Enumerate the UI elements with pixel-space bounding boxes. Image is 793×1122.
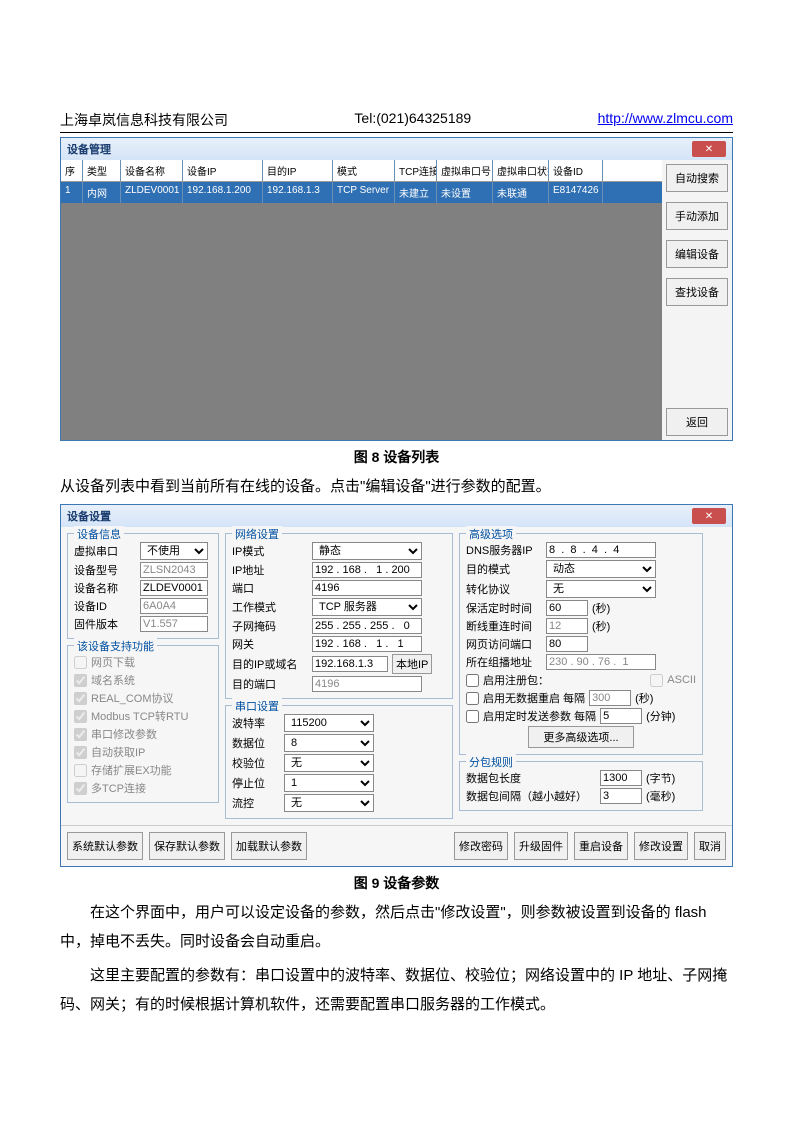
edit-device-button[interactable]: 编辑设备 <box>666 240 728 268</box>
reconnect-field <box>546 618 588 634</box>
pkt-gap-field[interactable] <box>600 788 642 804</box>
cancel-button[interactable]: 取消 <box>694 832 726 860</box>
grid-header: 序 类型 设备名称 设备IP 目的IP 模式 TCP连接 虚拟串口号 虚拟串口状… <box>61 160 662 182</box>
legend: 高级选项 <box>466 526 516 542</box>
close-icon[interactable]: ✕ <box>692 141 726 157</box>
col-id: 设备ID <box>549 160 603 181</box>
more-adv-button[interactable]: 更多高级选项... <box>528 726 633 748</box>
url-link[interactable]: http://www.zlmcu.com <box>598 110 733 130</box>
find-device-button[interactable]: 查找设备 <box>666 278 728 306</box>
col-seq: 序 <box>61 160 83 181</box>
dest-port-field <box>312 676 422 692</box>
col-vcom: 虚拟串口号 <box>437 160 493 181</box>
device-name-field[interactable] <box>140 580 208 596</box>
device-list-window: 设备管理 ✕ 序 类型 设备名称 设备IP 目的IP 模式 TCP连接 虚拟串口… <box>60 137 733 441</box>
col-type: 类型 <box>83 160 121 181</box>
reboot-button[interactable]: 重启设备 <box>574 832 628 860</box>
page-header: 上海卓岚信息科技有限公司 Tel:(021)64325189 http://ww… <box>60 110 733 133</box>
paragraph-1: 在这个界面中，用户可以设定设备的参数，然后点击"修改设置"，则参数被设置到设备的… <box>60 899 733 956</box>
baud-select[interactable]: 115200 <box>284 714 374 732</box>
ipmode-select[interactable]: 静态 <box>312 542 422 560</box>
keepalive-field[interactable] <box>546 600 588 616</box>
upfw-button[interactable]: 升级固件 <box>514 832 568 860</box>
stopbit-select[interactable]: 1 <box>284 774 374 792</box>
window-title: 设备设置 <box>67 508 111 524</box>
timed-checkbox[interactable] <box>466 710 479 723</box>
device-grid[interactable]: 序 类型 设备名称 设备IP 目的IP 模式 TCP连接 虚拟串口号 虚拟串口状… <box>61 160 662 440</box>
table-row[interactable]: 1 内网 ZLDEV0001 192.168.1.200 192.168.1.3… <box>61 182 662 203</box>
dest-ip-field[interactable] <box>312 656 388 672</box>
legend: 该设备支持功能 <box>74 638 157 654</box>
manual-add-button[interactable]: 手动添加 <box>666 202 728 230</box>
mask-field[interactable] <box>312 618 422 634</box>
settings-button-row: 系统默认参数 保存默认参数 加载默认参数 修改密码 升级固件 重启设备 修改设置… <box>61 825 732 866</box>
window-title: 设备管理 <box>67 141 111 157</box>
titlebar: 设备管理 ✕ <box>61 138 732 160</box>
device-settings-window: 设备设置 ✕ 设备信息 虚拟串口不使用 设备型号 设备名称 设备ID 固件版本 … <box>60 504 733 867</box>
auto-search-button[interactable]: 自动搜索 <box>666 164 728 192</box>
nodata-checkbox[interactable] <box>466 692 479 705</box>
ip-field[interactable] <box>312 562 422 578</box>
reg-checkbox[interactable] <box>466 674 479 687</box>
legend: 分包规则 <box>466 754 516 770</box>
local-ip-button[interactable]: 本地IP <box>392 654 432 674</box>
flow-select[interactable]: 无 <box>284 794 374 812</box>
fig8-desc: 从设备列表中看到当前所有在线的设备。点击"编辑设备"进行参数的配置。 <box>60 473 733 500</box>
back-button[interactable]: 返回 <box>666 408 728 436</box>
legend: 设备信息 <box>74 526 124 542</box>
features-group: 该设备支持功能 网页下载 域名系统 REAL_COM协议 Modbus TCP转… <box>67 645 219 803</box>
mcast-field <box>546 654 656 670</box>
loaddef-button[interactable]: 加载默认参数 <box>231 832 307 860</box>
col-tcp: TCP连接 <box>395 160 437 181</box>
destmode-select[interactable]: 动态 <box>546 560 656 578</box>
network-group: 网络设置 IP模式静态 IP地址 端口 工作模式TCP 服务器 子网掩码 网关 … <box>225 533 453 699</box>
workmode-select[interactable]: TCP 服务器 <box>312 598 422 616</box>
port-field[interactable] <box>312 580 422 596</box>
model-field <box>140 562 208 578</box>
proto-select[interactable]: 无 <box>546 580 656 598</box>
device-id-field <box>140 598 208 614</box>
paragraph-2: 这里主要配置的参数有：串口设置中的波特率、数据位、校验位；网络设置中的 IP 地… <box>60 962 733 1019</box>
pwd-button[interactable]: 修改密码 <box>454 832 508 860</box>
advanced-group: 高级选项 DNS服务器IP 目的模式动态 转化协议无 保活定时时间(秒) 断线重… <box>459 533 703 755</box>
titlebar: 设备设置 ✕ <box>61 505 732 527</box>
company-name: 上海卓岚信息科技有限公司 <box>60 110 228 130</box>
http-port-field[interactable] <box>546 636 588 652</box>
device-info-group: 设备信息 虚拟串口不使用 设备型号 设备名称 设备ID 固件版本 <box>67 533 219 639</box>
col-name: 设备名称 <box>121 160 183 181</box>
tel: Tel:(021)64325189 <box>354 110 471 130</box>
parity-select[interactable]: 无 <box>284 754 374 772</box>
dns-field[interactable] <box>546 542 656 558</box>
sysdef-button[interactable]: 系统默认参数 <box>67 832 143 860</box>
fig8-caption: 图 8 设备列表 <box>60 447 733 467</box>
col-vstat: 虚拟串口状态 <box>493 160 549 181</box>
serial-group: 串口设置 波特率115200 数据位8 校验位无 停止位1 流控无 <box>225 705 453 819</box>
packet-group: 分包规则 数据包长度(字节) 数据包间隔（越小越好）(毫秒) <box>459 761 703 811</box>
vcom-select[interactable]: 不使用 <box>140 542 208 560</box>
col-target-ip: 目的IP <box>263 160 333 181</box>
side-buttons: 自动搜索 手动添加 编辑设备 查找设备 返回 <box>662 160 732 440</box>
fig9-caption: 图 9 设备参数 <box>60 873 733 893</box>
databits-select[interactable]: 8 <box>284 734 374 752</box>
savedef-button[interactable]: 保存默认参数 <box>149 832 225 860</box>
close-icon[interactable]: ✕ <box>692 508 726 524</box>
apply-button[interactable]: 修改设置 <box>634 832 688 860</box>
legend: 网络设置 <box>232 526 282 542</box>
col-mode: 模式 <box>333 160 395 181</box>
legend: 串口设置 <box>232 698 282 714</box>
pkt-len-field[interactable] <box>600 770 642 786</box>
gw-field[interactable] <box>312 636 422 652</box>
fw-field <box>140 616 208 632</box>
col-ip: 设备IP <box>183 160 263 181</box>
